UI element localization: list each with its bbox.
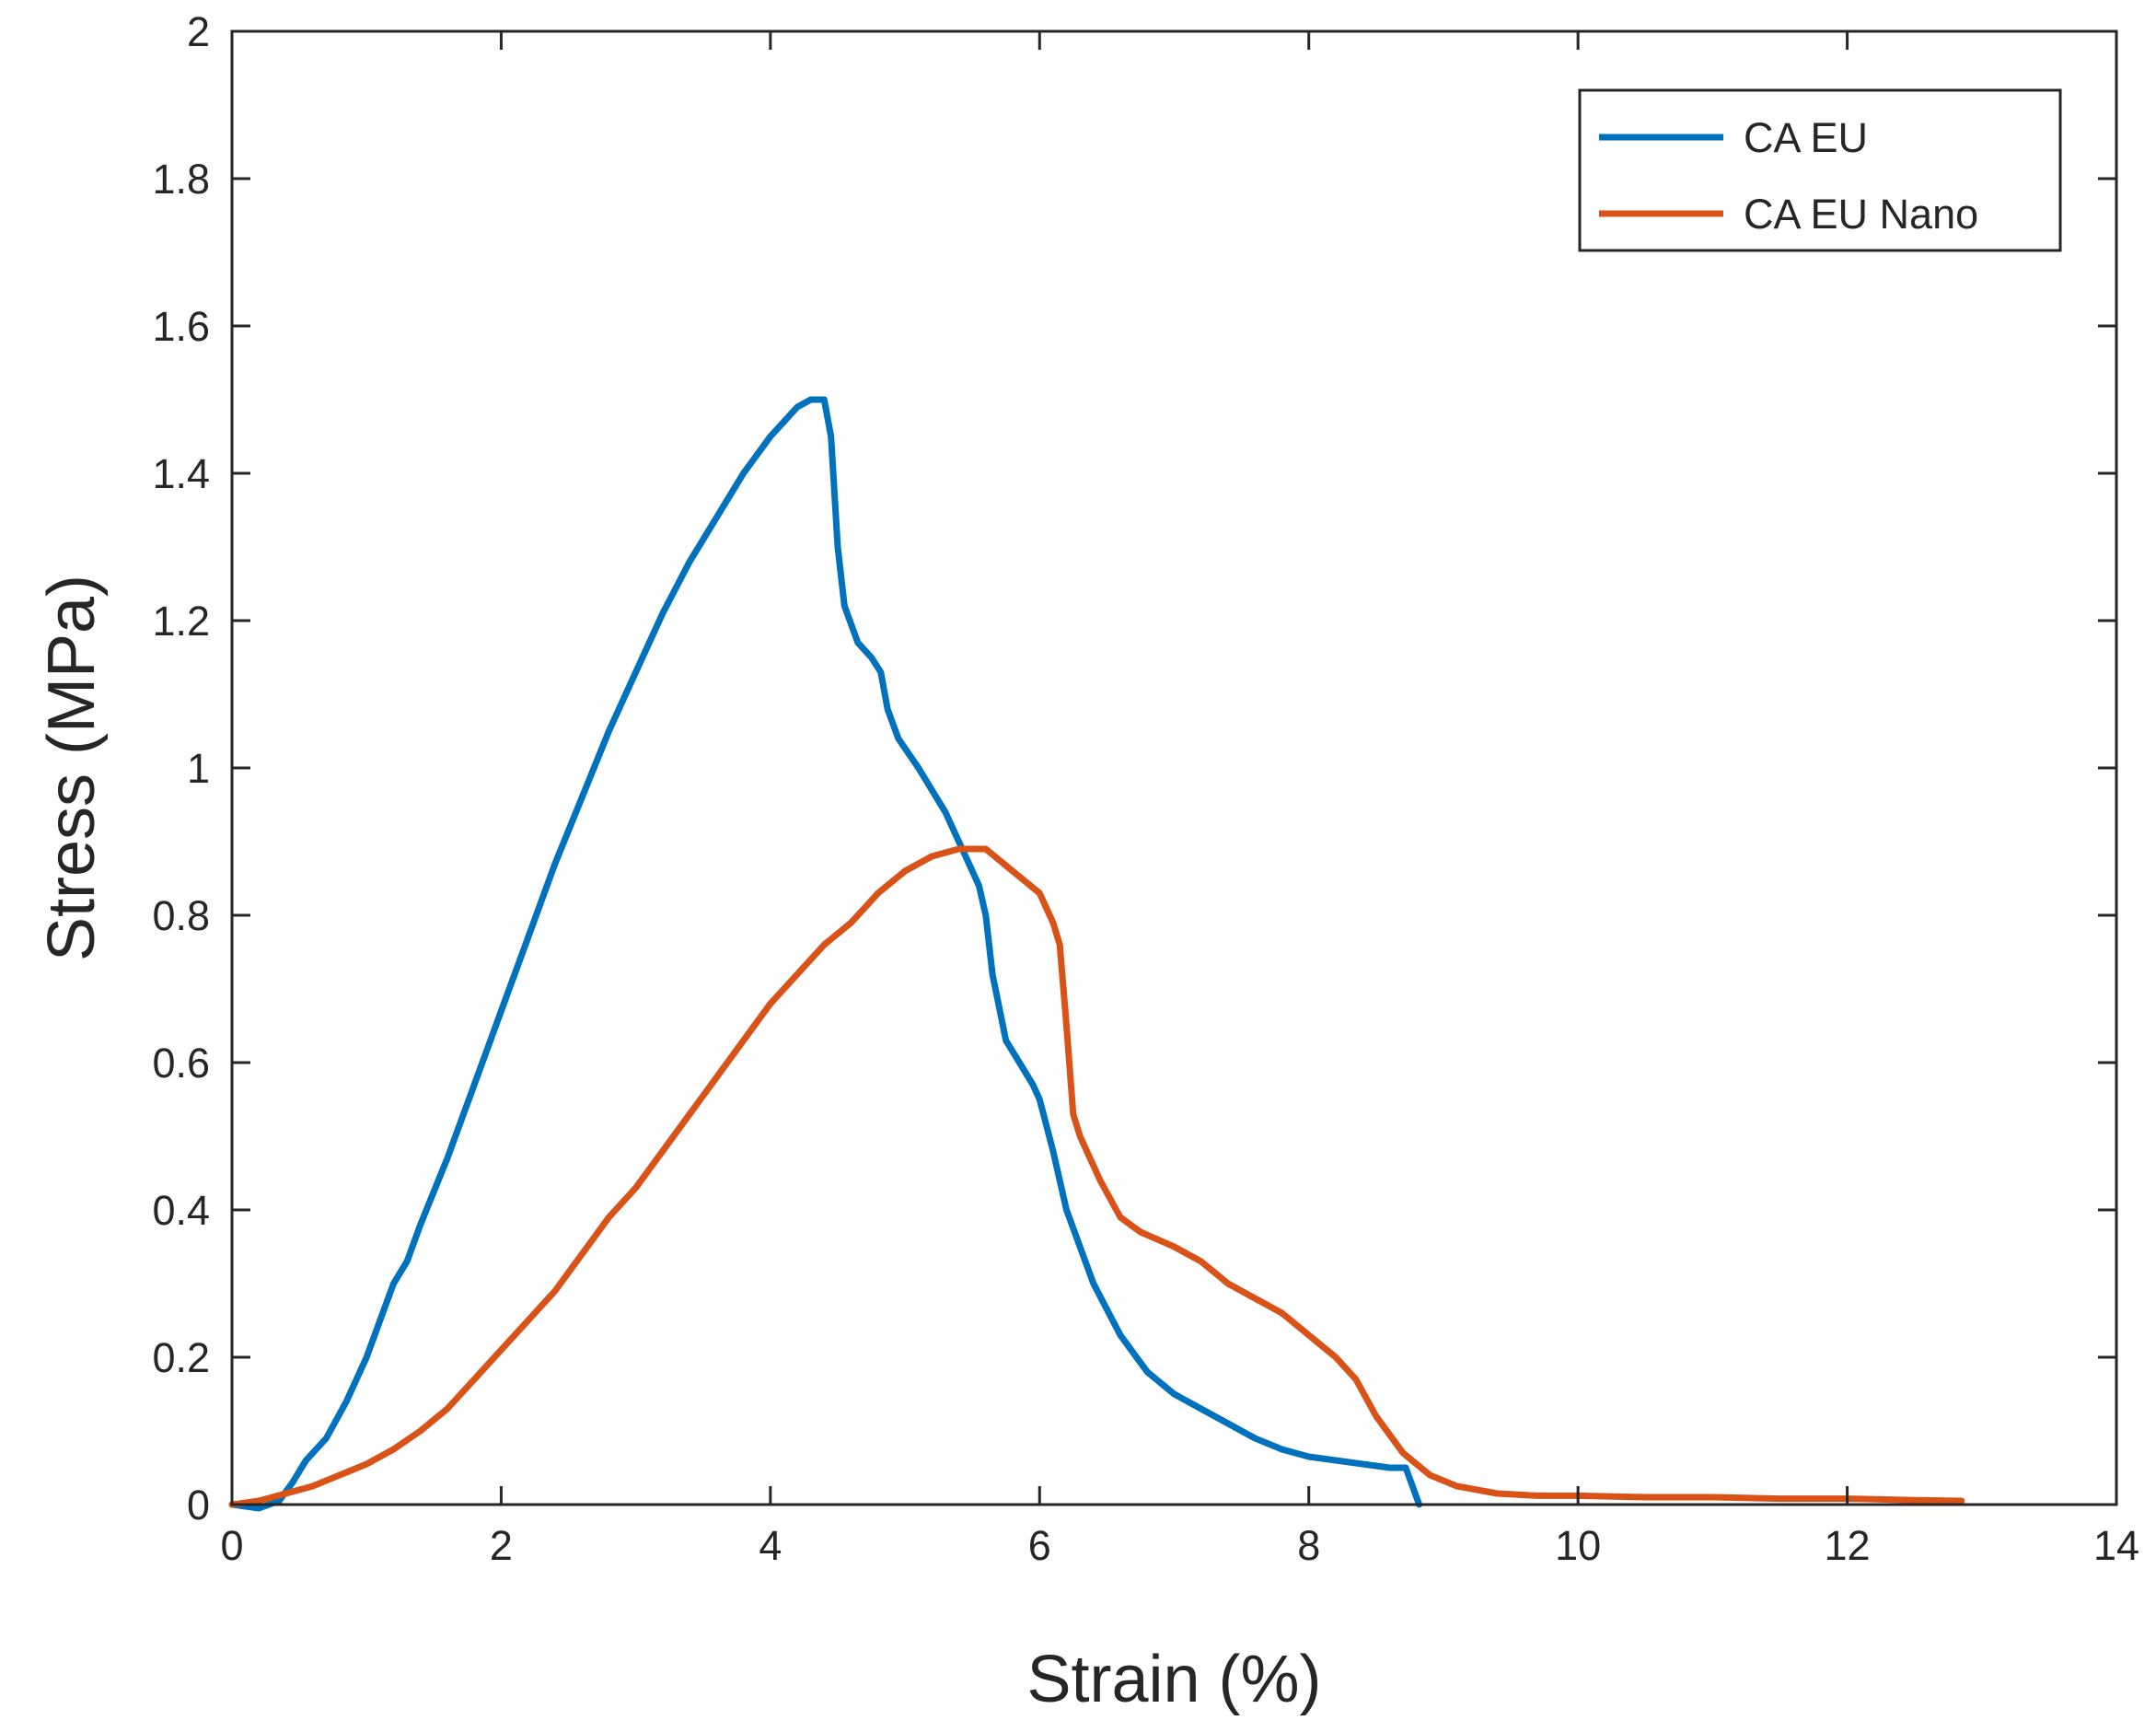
y-tick-label: 0.4 (152, 1187, 210, 1234)
legend: CA EU CA EU Nano (1578, 88, 2062, 252)
x-tick-label: 0 (220, 1522, 243, 1569)
series-line-ca-eu-nano (228, 845, 1965, 1508)
series-line-ca-eu (228, 396, 1423, 1512)
y-tick-label: 1.6 (152, 303, 210, 350)
y-tick-label: 1.8 (152, 156, 210, 203)
y-tick-label: 2 (187, 8, 210, 55)
y-tick-label: 1.4 (152, 450, 210, 497)
y-axis-title: Stress (MPa) (35, 575, 109, 961)
x-tick-label: 12 (1825, 1522, 1871, 1569)
x-axis-title: Strain (%) (1026, 1643, 1321, 1716)
legend-label: CA EU (1744, 114, 1868, 161)
y-tick-label: 0.6 (152, 1040, 210, 1087)
legend-label: CA EU Nano (1744, 191, 1978, 238)
y-tick-label: 1 (187, 745, 210, 792)
y-tick-label: 0.8 (152, 892, 210, 939)
y-tick-label: 0 (187, 1482, 210, 1529)
x-tick-label: 14 (2093, 1522, 2139, 1569)
x-tick-label: 2 (490, 1522, 513, 1569)
x-tick-label: 8 (1297, 1522, 1320, 1569)
legend-box (1578, 88, 2062, 252)
series-layer (228, 396, 1965, 1512)
x-tick-label: 6 (1028, 1522, 1051, 1569)
y-tick-label: 0.2 (152, 1334, 210, 1381)
y-tick-label: 1.2 (152, 598, 210, 645)
ticks-layer: 0 2 4 6 8 10 12 14 0 0.2 0.4 0.6 0.8 1 1.2 1.4 1.6 1.8 2 (152, 8, 2139, 1569)
x-tick-label: 10 (1555, 1522, 1601, 1569)
x-tick-label: 4 (759, 1522, 782, 1569)
